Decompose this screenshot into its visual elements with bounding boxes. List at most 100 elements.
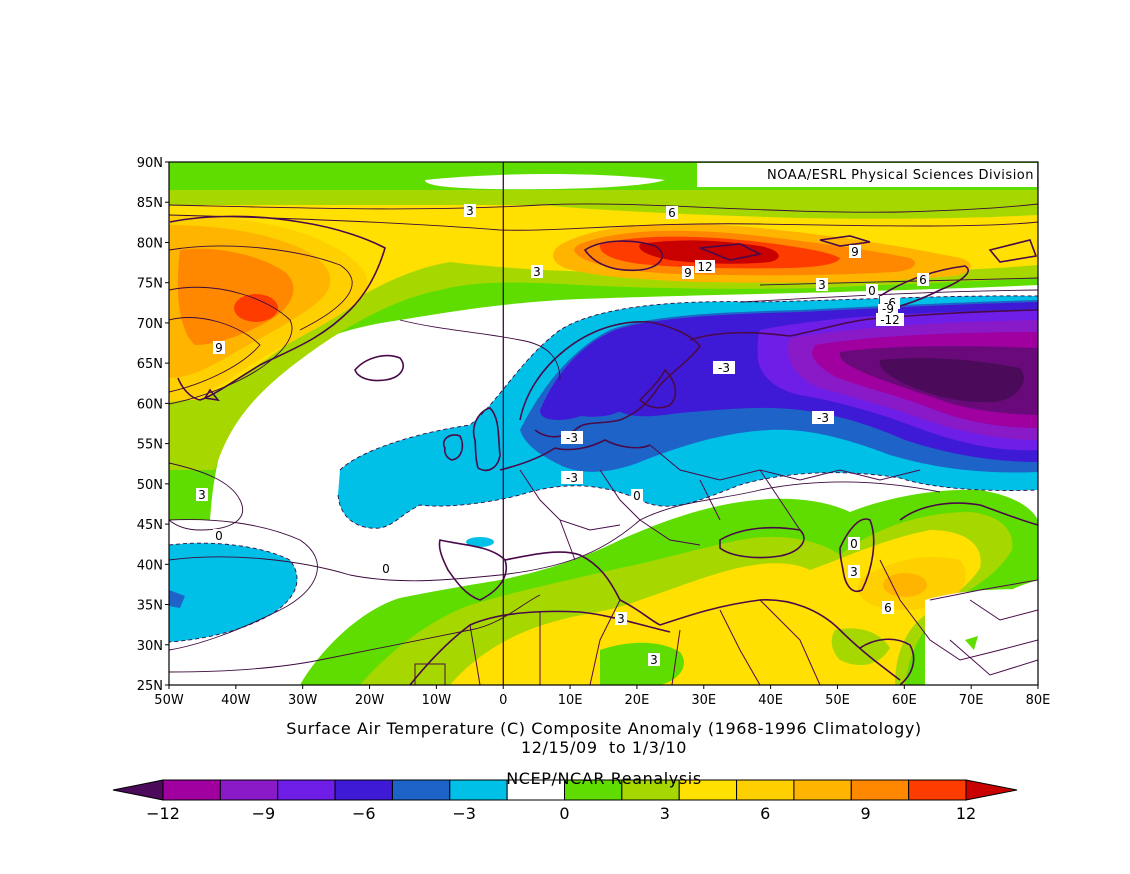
- figure-title: Surface Air Temperature (C) Composite An…: [286, 719, 922, 738]
- lon-tick-label: 30W: [288, 693, 318, 708]
- svg-text:-12: -12: [880, 313, 900, 327]
- lat-tick-label: 50N: [137, 478, 163, 493]
- lat-tick-label: 90N: [137, 156, 163, 171]
- lon-tick-label: 80E: [1026, 693, 1051, 708]
- svg-text:0: 0: [850, 537, 858, 551]
- colorbar-swatch: [162, 779, 221, 801]
- map-plot-area: 3 6 9 12 9 3 0 -6 -9 -12 9 6 3 -3 -3 -3 …: [168, 161, 1039, 686]
- lat-tick-label: 85N: [137, 196, 163, 211]
- colorbar: −12 −9 −6 −3 0 3 6 9 12: [112, 779, 1018, 823]
- map-frame: [168, 161, 1039, 686]
- contour-label: 3: [615, 612, 627, 626]
- coastlines: [169, 215, 1038, 685]
- lon-tick-label: 50W: [154, 693, 184, 708]
- lon-tick-label: 50E: [825, 693, 850, 708]
- contour-label: 12: [695, 260, 715, 274]
- figure-date-range: 12/15/09 to 1/3/10: [521, 738, 687, 757]
- svg-text:-6: -6: [884, 296, 896, 310]
- lat-tick-label: 55N: [137, 438, 163, 453]
- colorbar-swatch: [908, 779, 967, 801]
- colorbar-tick-label: −6: [352, 804, 376, 823]
- svg-text:-3: -3: [718, 361, 730, 375]
- colorbar-swatch: [391, 779, 451, 801]
- colorbar-tick-label: 9: [861, 804, 871, 823]
- colorbar-swatch: [449, 779, 508, 801]
- lon-tick-label: 20W: [355, 693, 385, 708]
- colorbar-tick-label: 12: [956, 804, 976, 823]
- contour-label: 6: [666, 206, 678, 220]
- colorbar-tick-label: 0: [559, 804, 569, 823]
- lat-tick-label: 40N: [137, 558, 163, 573]
- svg-text:-9: -9: [882, 302, 894, 316]
- svg-text:6: 6: [884, 601, 892, 615]
- lon-tick-label: 70E: [959, 693, 984, 708]
- svg-text:12: 12: [697, 260, 712, 274]
- lon-tick-label: 30E: [691, 693, 716, 708]
- contour-label: 3: [816, 278, 828, 292]
- contour-label: 9: [849, 245, 861, 259]
- colorbar-swatch: [219, 779, 279, 801]
- svg-text:0: 0: [633, 489, 641, 503]
- lon-tick-label: 20E: [625, 693, 650, 708]
- colorbar-tick-label: −3: [452, 804, 476, 823]
- credit-box: NOAA/ESRL Physical Sciences Division: [697, 163, 1037, 187]
- colorbar-swatch: [850, 779, 910, 801]
- svg-text:3: 3: [466, 204, 474, 218]
- lat-tick-label: 60N: [137, 397, 163, 412]
- colorbar-tick-label: −9: [252, 804, 276, 823]
- contour-label: -3: [561, 471, 583, 485]
- contour-lines: [169, 203, 1038, 673]
- anomaly-fill: [169, 162, 1038, 685]
- lat-tick-label: 45N: [137, 518, 163, 533]
- colorbar-tick-label: −12: [146, 804, 180, 823]
- lon-tick-label: 40W: [221, 693, 251, 708]
- contour-label: 3: [648, 653, 660, 667]
- contour-label: 3: [531, 265, 543, 279]
- svg-text:3: 3: [818, 278, 826, 292]
- latitude-axis: 90N 85N 80N 75N 70N 65N 60N 55N 50N 45N 40N 35N 30N 2…: [137, 156, 169, 694]
- contour-label: 9: [682, 266, 694, 280]
- contour-label: 6: [917, 273, 929, 287]
- credit-text: NOAA/ESRL Physical Sciences Division: [767, 168, 1034, 183]
- contour-label: 0: [631, 489, 643, 503]
- svg-text:9: 9: [851, 245, 859, 259]
- lon-tick-label: 10E: [558, 693, 583, 708]
- contour-label: -3: [561, 431, 583, 445]
- lat-tick-label: 75N: [137, 277, 163, 292]
- contour-label: 0: [213, 529, 225, 543]
- longitude-axis: 50W 40W 30W 20W 10W 0 10E 20E 30E 40E 50E 60E 70E 80E: [154, 685, 1050, 708]
- lat-tick-label: 70N: [137, 317, 163, 332]
- contour-label: 3: [848, 565, 860, 579]
- data-source-label: NCEP/NCAR Reanalysis: [506, 769, 702, 788]
- lat-tick-label: 65N: [137, 357, 163, 372]
- svg-text:9: 9: [684, 266, 692, 280]
- contour-label: 0: [380, 562, 392, 576]
- contour-label: -3: [713, 361, 735, 375]
- svg-text:-3: -3: [566, 431, 578, 445]
- contour-label: -12: [876, 313, 904, 327]
- svg-text:6: 6: [668, 206, 676, 220]
- zero-contour-dashed: [169, 295, 1038, 643]
- lon-tick-label: 60E: [892, 693, 917, 708]
- colorbar-min-arrow: [112, 779, 164, 801]
- contour-label: 0: [866, 284, 878, 298]
- svg-text:0: 0: [868, 284, 876, 298]
- svg-text:-3: -3: [566, 471, 578, 485]
- contour-label: 3: [196, 488, 208, 502]
- lat-tick-label: 35N: [137, 599, 163, 614]
- lat-tick-label: 30N: [137, 639, 163, 654]
- svg-text:9: 9: [215, 341, 223, 355]
- svg-text:6: 6: [919, 273, 927, 287]
- svg-text:3: 3: [650, 653, 658, 667]
- lon-tick-label: 0: [499, 693, 507, 708]
- colorbar-swatch: [793, 779, 852, 801]
- contour-label: 6: [882, 601, 894, 615]
- colorbar-swatch: [736, 779, 795, 801]
- contour-label: 3: [464, 204, 476, 218]
- contour-label: -3: [812, 411, 834, 425]
- colorbar-tick-label: 6: [760, 804, 770, 823]
- lat-tick-label: 25N: [137, 679, 163, 694]
- country-borders: [414, 444, 1038, 685]
- svg-text:3: 3: [617, 612, 625, 626]
- colorbar-max-arrow: [965, 779, 1018, 801]
